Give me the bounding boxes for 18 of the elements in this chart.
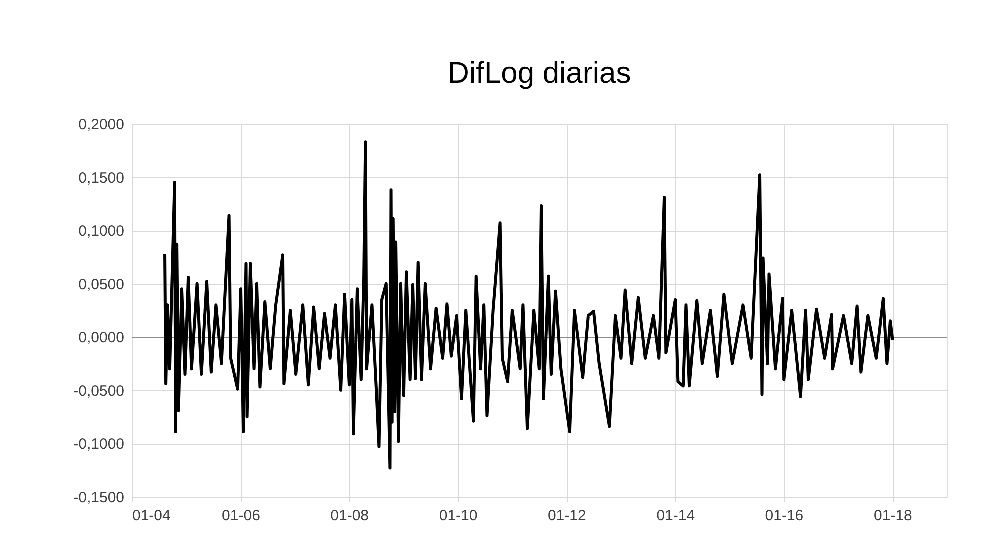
y-tick-label: -0,0500 — [74, 382, 124, 400]
x-tick-label: 01-16 — [765, 508, 804, 524]
x-tick-label: 01-12 — [548, 508, 586, 524]
y-tick-label: 0,0000 — [78, 330, 124, 347]
y-tick-label: 0,2000 — [78, 116, 124, 134]
y-tick-label: 0,0500 — [78, 276, 124, 294]
x-tick-label: 01-06 — [222, 508, 260, 524]
line-series — [164, 140, 894, 470]
x-tick-label: 01-08 — [330, 508, 370, 524]
x-tick-label: 01-04 — [132, 508, 171, 524]
x-tick-label: 01-14 — [656, 508, 696, 524]
x-tick-label: 01-18 — [874, 508, 912, 524]
y-tick-label: 0,1000 — [78, 223, 124, 240]
y-tick-label: -0,1500 — [74, 490, 124, 506]
chart-title: DifLog diarias — [448, 57, 632, 90]
y-tick-label: -0,1000 — [74, 436, 124, 454]
y-tick-label: 0,1500 — [78, 170, 124, 187]
x-tick-label: 01-10 — [439, 508, 478, 524]
